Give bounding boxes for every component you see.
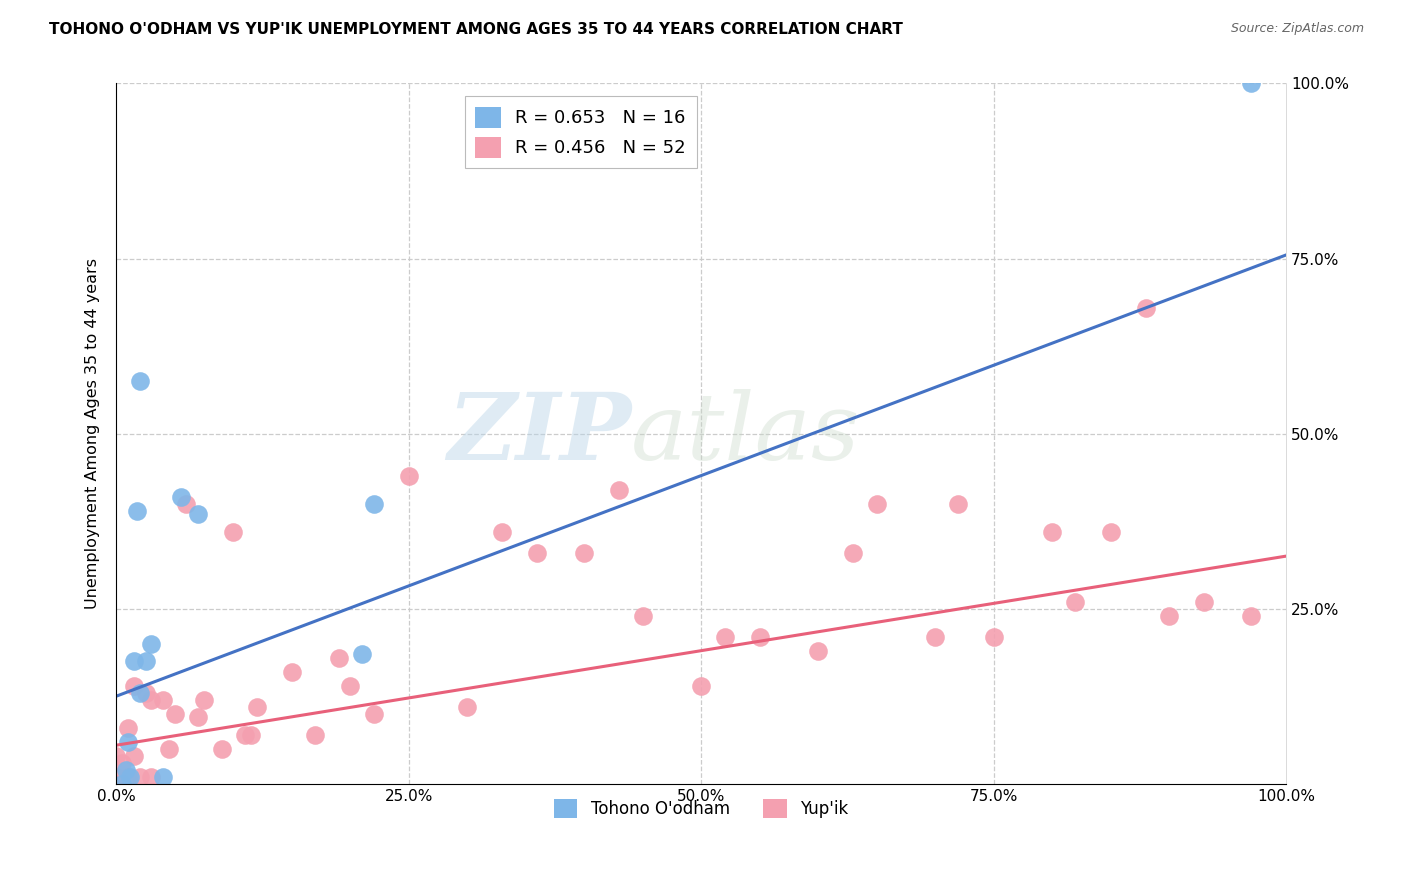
Point <box>105 748 128 763</box>
Point <box>328 650 350 665</box>
Point <box>339 679 361 693</box>
Point <box>134 686 156 700</box>
Point <box>163 706 186 721</box>
Point <box>117 721 139 735</box>
Point <box>398 468 420 483</box>
Point <box>491 524 513 539</box>
Point <box>193 692 215 706</box>
Point <box>572 546 595 560</box>
Point <box>304 728 326 742</box>
Point <box>141 637 163 651</box>
Text: Source: ZipAtlas.com: Source: ZipAtlas.com <box>1230 22 1364 36</box>
Point <box>211 741 233 756</box>
Point <box>1099 524 1122 539</box>
Point <box>748 630 770 644</box>
Point <box>128 686 150 700</box>
Point <box>111 756 134 770</box>
Point <box>105 770 128 784</box>
Point <box>105 777 128 791</box>
Point <box>152 692 174 706</box>
Point <box>128 770 150 784</box>
Point <box>1157 608 1180 623</box>
Point <box>363 497 385 511</box>
Legend: Tohono O'odham, Yup'ik: Tohono O'odham, Yup'ik <box>547 792 855 824</box>
Point <box>1135 301 1157 315</box>
Text: atlas: atlas <box>631 389 860 479</box>
Point <box>111 777 134 791</box>
Point <box>246 699 269 714</box>
Point <box>128 374 150 388</box>
Point <box>157 741 180 756</box>
Point <box>948 497 970 511</box>
Y-axis label: Unemployment Among Ages 35 to 44 years: Unemployment Among Ages 35 to 44 years <box>86 258 100 609</box>
Point <box>842 546 865 560</box>
Point <box>713 630 735 644</box>
Point <box>1192 595 1215 609</box>
Point <box>187 507 209 521</box>
Text: TOHONO O'ODHAM VS YUP'IK UNEMPLOYMENT AMONG AGES 35 TO 44 YEARS CORRELATION CHAR: TOHONO O'ODHAM VS YUP'IK UNEMPLOYMENT AM… <box>49 22 903 37</box>
Point <box>152 770 174 784</box>
Point <box>807 643 830 657</box>
Point <box>187 710 209 724</box>
Point <box>141 770 163 784</box>
Point <box>983 630 1005 644</box>
Point <box>239 728 262 742</box>
Point <box>280 665 302 679</box>
Point <box>526 546 548 560</box>
Point <box>865 497 887 511</box>
Point <box>122 679 145 693</box>
Point <box>456 699 478 714</box>
Point <box>114 763 136 777</box>
Text: ZIP: ZIP <box>447 389 631 479</box>
Point <box>350 647 373 661</box>
Point <box>607 483 630 497</box>
Point <box>1040 524 1063 539</box>
Point <box>134 654 156 668</box>
Point <box>111 777 134 791</box>
Point <box>222 524 245 539</box>
Point <box>924 630 946 644</box>
Point <box>631 608 654 623</box>
Point <box>122 654 145 668</box>
Point <box>141 692 163 706</box>
Point <box>120 770 142 784</box>
Point <box>1240 608 1263 623</box>
Point <box>127 503 149 517</box>
Point <box>169 490 191 504</box>
Point <box>117 770 139 784</box>
Point <box>1064 595 1087 609</box>
Point <box>1240 77 1263 91</box>
Point <box>690 679 713 693</box>
Point <box>176 497 198 511</box>
Point <box>363 706 385 721</box>
Point <box>122 748 145 763</box>
Point <box>233 728 256 742</box>
Point <box>117 735 139 749</box>
